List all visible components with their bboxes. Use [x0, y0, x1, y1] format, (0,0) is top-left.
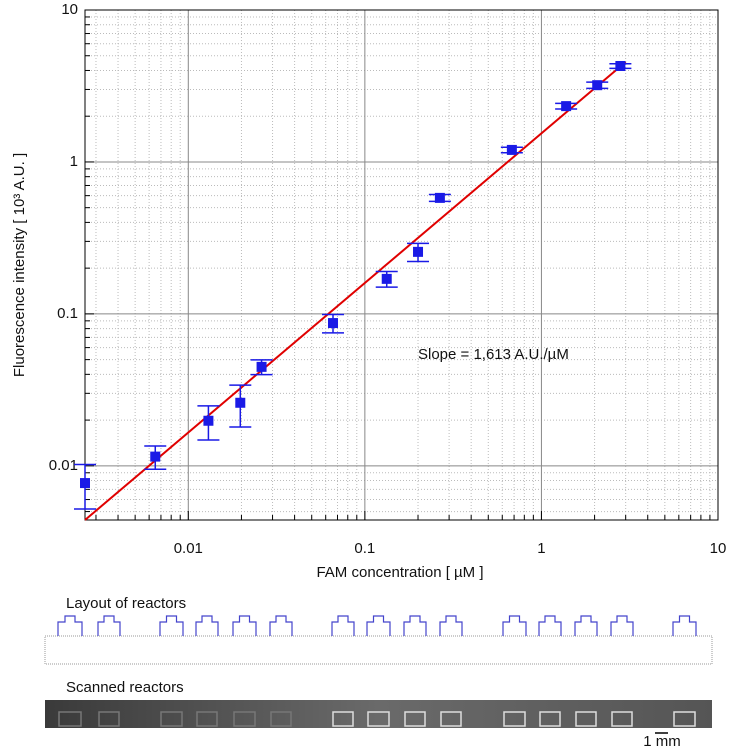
reactor-outline: [57, 615, 83, 636]
x-axis-label: FAM concentration [ µM ]: [316, 564, 483, 581]
scanned-reactor: [332, 711, 354, 727]
x-tick-label: 0.1: [354, 540, 375, 557]
marker: [80, 478, 90, 489]
reactor-outline: [672, 615, 697, 636]
scanned-reactor: [503, 711, 526, 727]
plot-frame: [84, 9, 719, 521]
scan-title: Scanned reactors: [66, 679, 184, 696]
reactor-outline: [331, 615, 355, 636]
reactor-outline: [366, 615, 391, 636]
reactor-outline: [574, 615, 598, 636]
marker: [235, 397, 246, 408]
reactor-outline: [538, 615, 562, 636]
scan-image: [45, 700, 712, 728]
reactor-outline: [610, 615, 634, 636]
x-tick-label: 0.01: [174, 540, 203, 557]
scanned-reactor: [160, 711, 183, 727]
scanned-reactor: [539, 711, 561, 727]
fit-line: [84, 61, 627, 521]
y-tick-label: 1: [70, 153, 78, 170]
reactor-outline: [232, 615, 257, 636]
marker: [615, 60, 626, 71]
scanned-reactor: [673, 711, 696, 727]
y-tick-label: 10: [61, 1, 78, 18]
scanned-reactor: [404, 711, 426, 727]
scanned-reactor: [233, 711, 256, 727]
marker: [592, 80, 603, 91]
scanned-reactor: [367, 711, 390, 727]
marker: [434, 192, 445, 203]
reactor-layout: [57, 615, 697, 636]
annotation: Slope = 1,613 A.U./µM: [418, 346, 569, 363]
y-tick-label: 0.1: [57, 305, 78, 322]
x-tick-label: 10: [710, 540, 727, 557]
reactor-outline: [403, 615, 427, 636]
x-tick-label: 1: [537, 540, 545, 557]
scale-label: 1 mm: [643, 733, 681, 750]
scanned-reactor: [98, 711, 120, 727]
scanned-reactor: [270, 711, 292, 727]
marker: [506, 144, 517, 155]
marker: [413, 246, 424, 257]
reactor-outline: [439, 615, 463, 636]
reactor-outline: [195, 615, 219, 636]
plot: 0.01 0.1 1 10 0.01 0.1 1 10: [49, 1, 727, 557]
marker: [203, 415, 214, 426]
reactor-outline: [502, 615, 527, 636]
marker: [328, 318, 339, 329]
y-axis-label: Fluorescence intensity [ 10³ A.U. ]: [11, 153, 28, 377]
reactor-outline: [159, 615, 184, 636]
scanned-reactor: [440, 711, 462, 727]
marker: [381, 273, 392, 284]
scanned-reactor: [575, 711, 597, 727]
layout-base: [44, 635, 713, 665]
marker: [561, 101, 572, 112]
layout-title: Layout of reactors: [66, 595, 186, 612]
reactor-outline: [97, 615, 121, 636]
reactor-outline: [269, 615, 293, 636]
scanned-reactors: [58, 711, 696, 727]
marker: [150, 451, 161, 462]
scanned-reactor: [58, 711, 82, 727]
y-tick-label: 0.01: [49, 457, 78, 474]
scanned-reactor: [196, 711, 218, 727]
scanned-reactor: [611, 711, 633, 727]
marker: [256, 361, 267, 372]
